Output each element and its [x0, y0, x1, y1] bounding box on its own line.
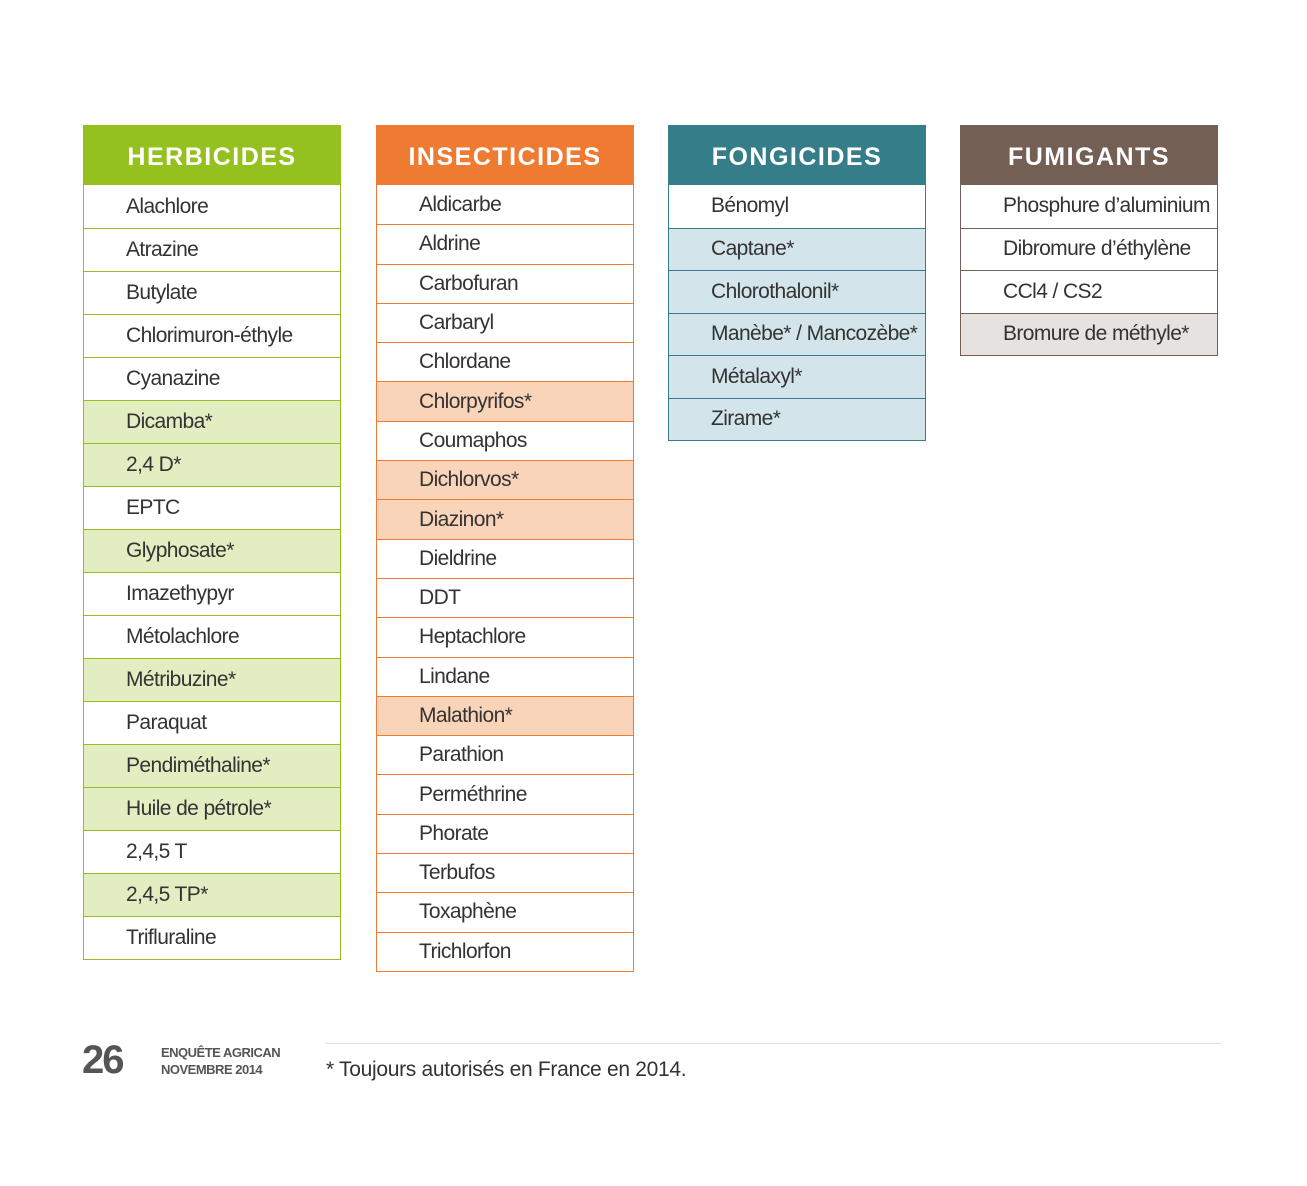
table-row: Métolachlore — [84, 615, 340, 658]
column-header: FONGICIDES — [669, 126, 925, 185]
table-row: Alachlore — [126, 194, 209, 218]
page-number: 26 — [82, 1038, 124, 1082]
table-row: Coumaphos — [377, 420, 633, 460]
footer-rule — [326, 1043, 1221, 1044]
table-row: Trifluraline — [84, 916, 340, 959]
table-row: Bénomyl — [711, 194, 789, 218]
table-row: 2,4 D* — [84, 443, 340, 486]
table-row: Huile de pétrole* — [84, 787, 340, 830]
table-row: 2,4,5 T — [84, 830, 340, 873]
table-row: Imazethypyr — [84, 572, 340, 615]
table-row: Dibromure d’éthylène — [961, 227, 1217, 271]
table-row: Carbofuran — [377, 263, 633, 303]
table-row: Dichlorvos* — [377, 460, 633, 500]
table-column: FUMIGANTS Phosphure d’aluminium Dibromure … — [960, 125, 1218, 356]
table-column: HERBICIDES Alachlore Atrazine Butylate Chlor… — [83, 125, 341, 960]
table-row: EPTC — [84, 486, 340, 529]
table-row: Trichlorfon — [377, 931, 633, 971]
table-row: DDT — [377, 577, 633, 617]
table-row: Diazinon* — [377, 499, 633, 539]
column-header: HERBICIDES — [84, 126, 340, 185]
publication-line: ENQUÊTE AGRICAN — [161, 1045, 281, 1060]
table-column: FONGICIDES Bénomyl Captane* Chlorothalonil*… — [668, 125, 926, 441]
table-row: Métalaxyl* — [669, 355, 925, 398]
table-row: Phorate — [377, 813, 633, 853]
table-row: Captane* — [669, 227, 925, 270]
table-row: Lindane — [377, 656, 633, 696]
table-row: Glyphosate* — [84, 529, 340, 572]
table-row: Phosphure d’aluminium — [1003, 194, 1210, 218]
table-row: Zirame* — [669, 397, 925, 440]
table-row: Chlorothalonil* — [669, 270, 925, 313]
table-row: 2,4,5 TP* — [84, 873, 340, 916]
table-row: Paraquat — [84, 701, 340, 744]
table-row: Dieldrine — [377, 538, 633, 578]
publication: ENQUÊTE AGRICAN NOVEMBRE 2014 — [161, 1044, 281, 1078]
table-row: Malathion* — [377, 695, 633, 736]
table-row: CCl4 / CS2 — [961, 270, 1217, 313]
table-row: Bromure de méthyle* — [961, 312, 1217, 355]
footnote: * Toujours autorisés en France en 2014. — [326, 1058, 687, 1081]
table-row: Manèbe* / Mancozèbe* — [669, 312, 925, 355]
table-row: Pendiméthaline* — [84, 744, 340, 787]
table-row: Chlorpyrifos* — [377, 381, 633, 421]
table-row: Butylate — [84, 271, 340, 314]
table-row: Heptachlore — [377, 617, 633, 656]
table-row: Perméthrine — [377, 774, 633, 813]
column-header: FUMIGANTS — [961, 126, 1217, 185]
table-column: INSECTICIDES Aldicarbe Aldrine Carbofuran Ca… — [376, 125, 634, 972]
table-row: Parathion — [377, 735, 633, 774]
table-row: Chlorimuron-éthyle — [84, 314, 340, 357]
table-row: Carbaryl — [377, 302, 633, 342]
table-row: Aldicarbe — [419, 192, 502, 216]
publication-line: NOVEMBRE 2014 — [161, 1062, 263, 1077]
table-row: Métribuzine* — [84, 658, 340, 701]
table-row: Terbufos — [377, 853, 633, 892]
table-row: Atrazine — [84, 228, 340, 271]
table-row: Cyanazine — [84, 357, 340, 400]
table-row: Dicamba* — [84, 400, 340, 443]
table-row: Chlordane — [377, 342, 633, 381]
column-header: INSECTICIDES — [377, 126, 633, 185]
table-row: Toxaphène — [377, 892, 633, 931]
table-row: Aldrine — [377, 224, 633, 263]
